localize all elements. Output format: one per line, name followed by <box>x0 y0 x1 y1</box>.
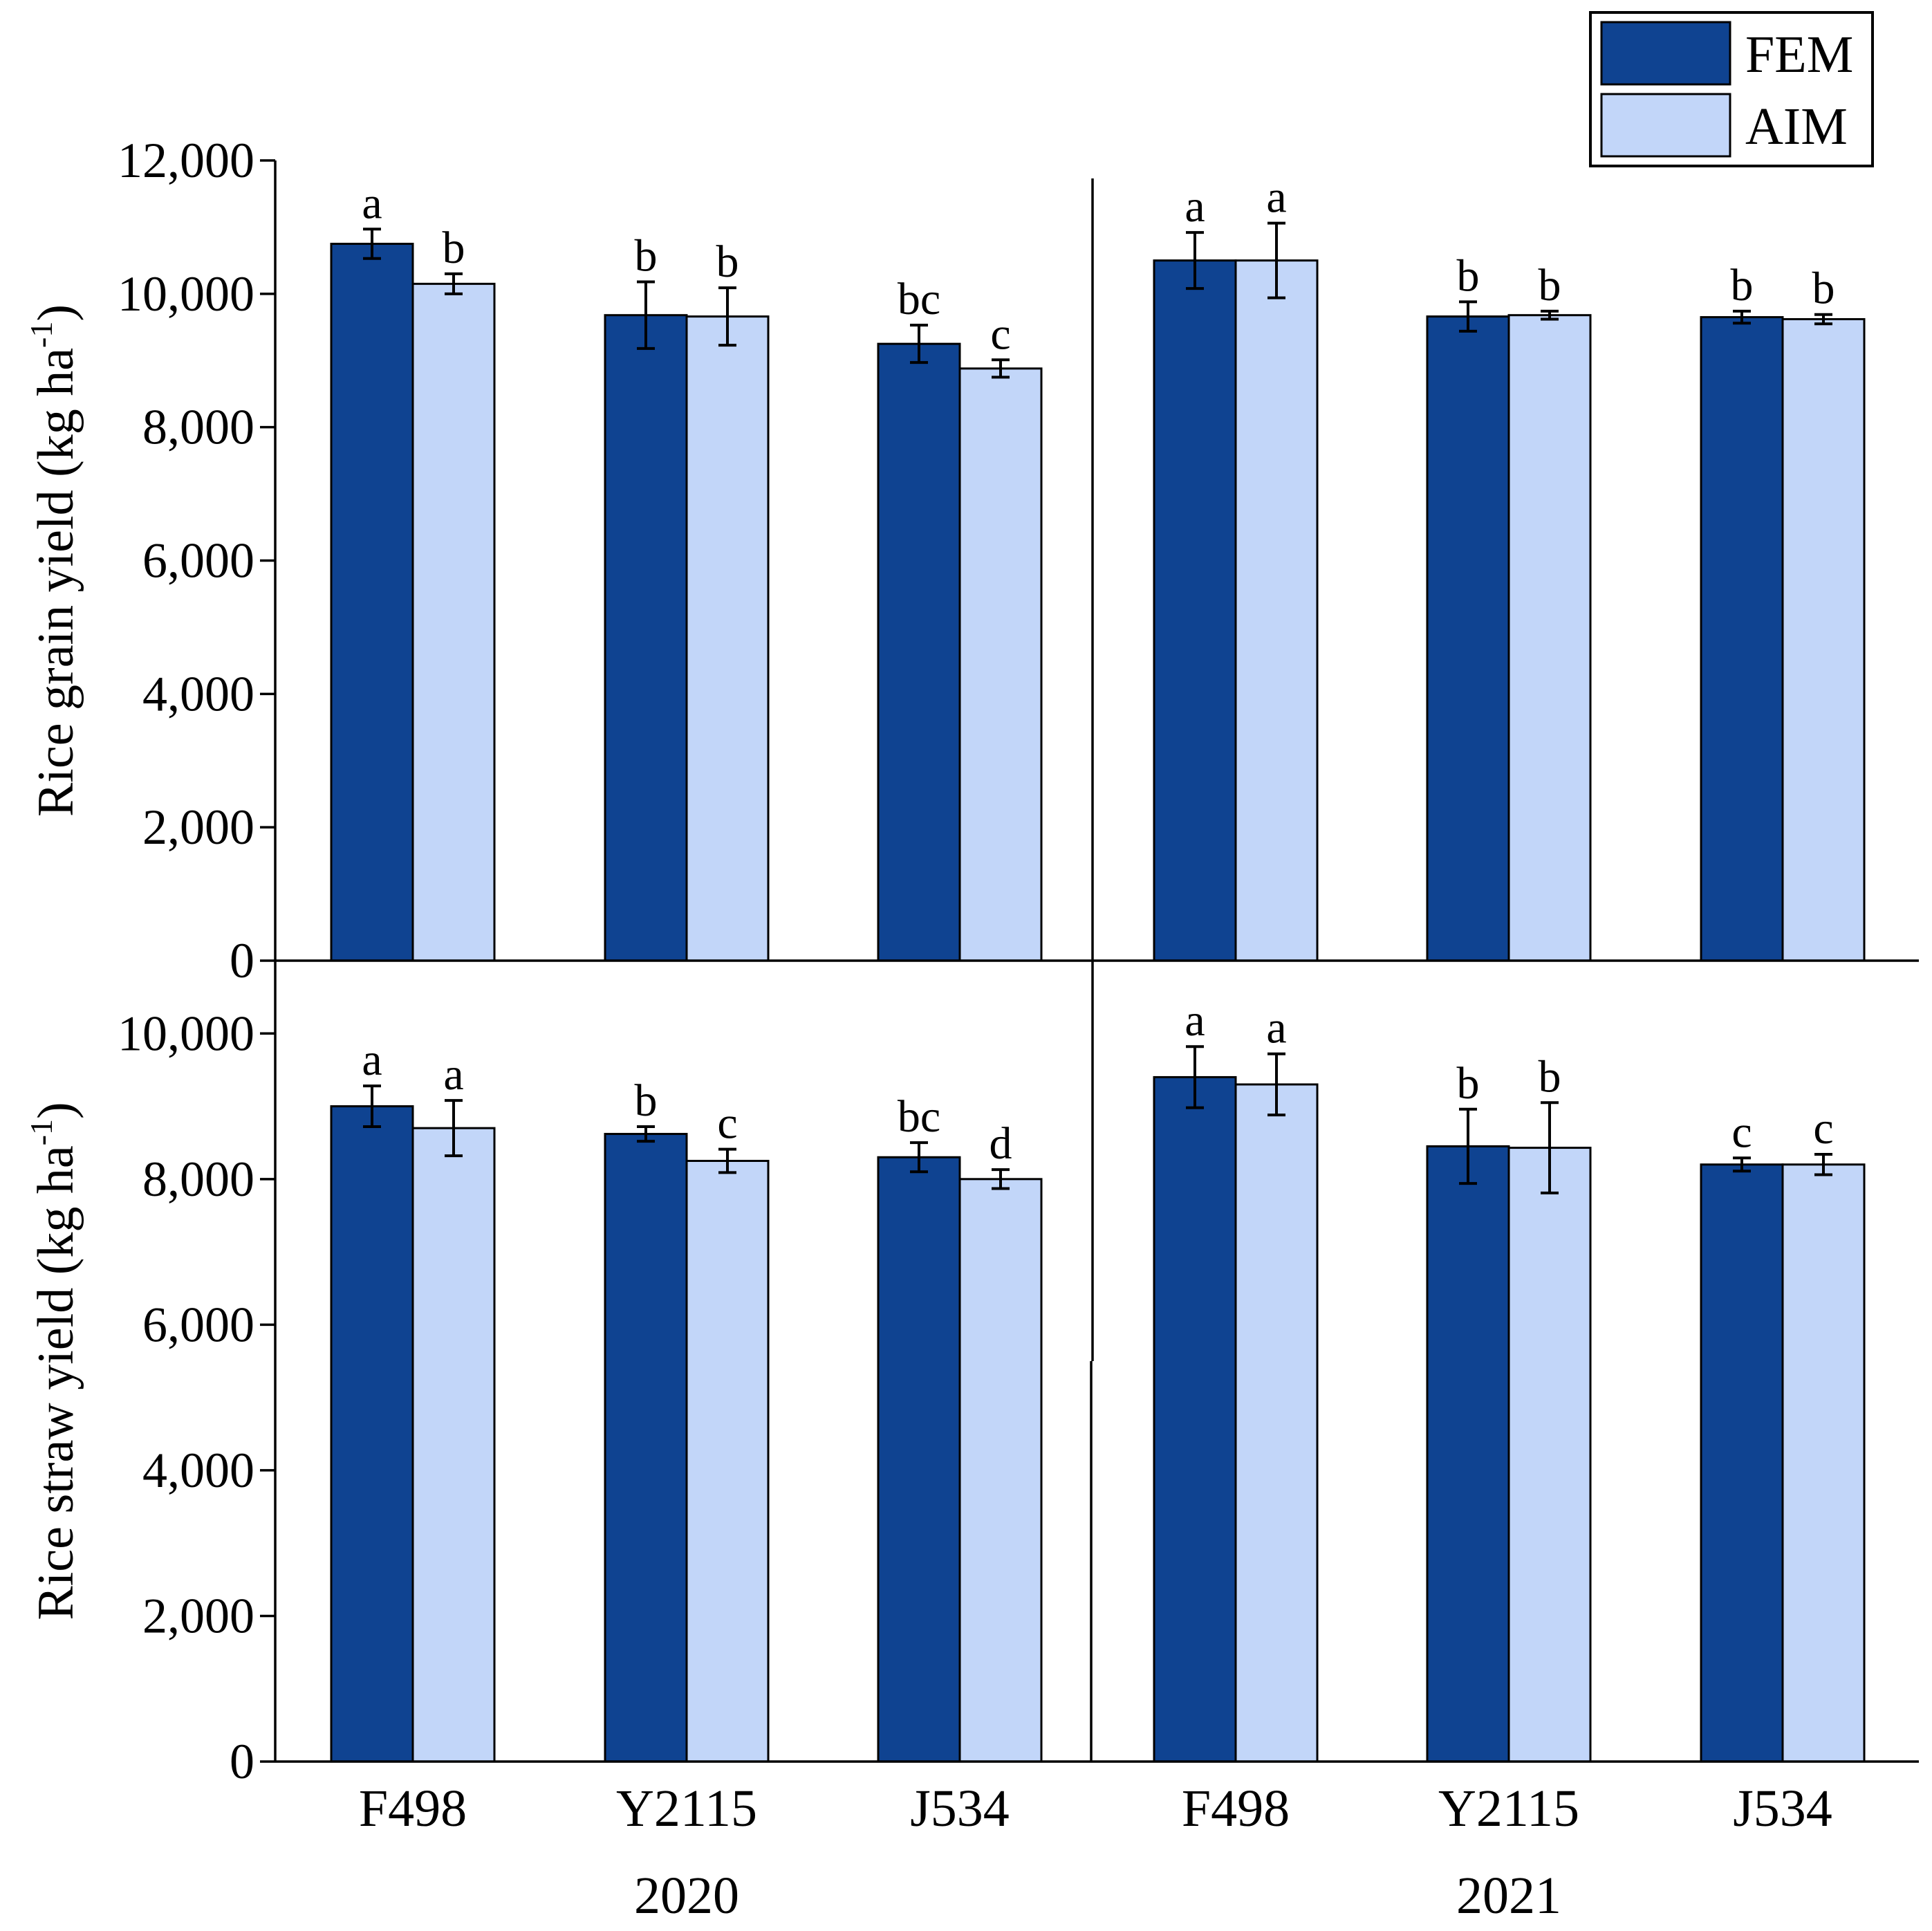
x-axis: F498 Y2115 J534 2020 F498 Y2115 J534 2021 <box>359 1780 1832 1925</box>
bar-straw-2021-F498-AIM <box>1234 1083 1319 1763</box>
significance-label: c <box>1731 1107 1752 1157</box>
significance-label: c <box>717 1098 737 1149</box>
x-category-label: Y2115 <box>1438 1780 1579 1838</box>
legend-label-aim: AIM <box>1745 98 1848 156</box>
y-axis-title-close: ) <box>28 1102 84 1119</box>
bar-straw-2021-Y2115-AIM <box>1507 1147 1592 1763</box>
y-tick-label: 8,000 <box>142 400 254 455</box>
significance-label: a <box>443 1049 463 1100</box>
x-category-label: F498 <box>359 1780 467 1838</box>
x-category-label: J534 <box>910 1780 1010 1838</box>
y-tick-label: 0 <box>230 933 254 988</box>
bar-grain-2020-J534-AIM <box>958 367 1043 962</box>
legend-swatch-fem <box>1600 21 1731 86</box>
bar-grain-2021-Y2115-FEM <box>1426 315 1510 962</box>
significance-label: b <box>1812 264 1835 314</box>
bar-grain-2021-J534-FEM <box>1700 316 1784 962</box>
y-axis-title-main: Rice grain yield (kg ha <box>28 348 84 817</box>
y-tick-label: 2,000 <box>142 800 254 855</box>
significance-label: c <box>1813 1103 1833 1154</box>
bar-straw-2020-Y2115-AIM <box>685 1160 770 1763</box>
year-label: 2021 <box>1456 1867 1561 1925</box>
significance-label: b <box>1457 1058 1480 1109</box>
significance-label: a <box>362 1035 382 1085</box>
y-tick-label: 6,000 <box>142 1297 254 1352</box>
legend: FEM AIM <box>1589 11 1874 167</box>
legend-label-fem: FEM <box>1745 26 1853 84</box>
x-category-label: J534 <box>1733 1780 1832 1838</box>
significance-label: b <box>1457 250 1480 301</box>
panel-grain: a b b b bcc a a b b b b 0 2,000 4,000 6,000 8,000 10,000… <box>24 133 1866 988</box>
significance-label: bc <box>898 274 940 324</box>
bar-straw-2020-J534-FEM <box>877 1156 961 1763</box>
bar-straw-2021-J534-AIM <box>1781 1163 1866 1763</box>
bar-straw-2020-J534-AIM <box>958 1178 1043 1763</box>
significance-label: a <box>362 178 382 228</box>
bar-straw-2021-Y2115-FEM <box>1426 1145 1510 1763</box>
significance-label: b <box>716 237 739 287</box>
legend-swatch-aim <box>1600 93 1731 158</box>
bar-grain-2020-J534-FEM <box>877 342 961 962</box>
significance-label: b <box>1731 260 1754 311</box>
y-tick-label: 4,000 <box>142 666 254 721</box>
significance-label: b <box>1539 260 1561 311</box>
y-axis-title-grain: Rice grain yield (kg ha-1) <box>24 304 84 817</box>
bar-grain-2020-F498-AIM <box>411 282 496 962</box>
bar-grain-2020-Y2115-AIM <box>685 315 770 962</box>
bar-straw-2020-Y2115-FEM <box>604 1133 688 1763</box>
y-axis-title-superscript: -1 <box>24 1119 59 1145</box>
significance-label: a <box>1266 172 1286 223</box>
y-tick-label: 10,000 <box>118 1006 254 1061</box>
y-tick-label: 10,000 <box>118 266 254 322</box>
bar-straw-2021-J534-FEM <box>1700 1163 1784 1763</box>
significance-label: c <box>990 308 1010 359</box>
y-axis-title-superscript: -1 <box>24 322 59 348</box>
bar-grain-2021-J534-AIM <box>1781 317 1866 962</box>
y-tick-label: 6,000 <box>142 533 254 589</box>
bar-grain-2021-F498-AIM <box>1234 259 1319 962</box>
significance-label: b <box>443 223 465 273</box>
y-tick-label: 0 <box>230 1734 254 1789</box>
significance-label: a <box>1185 181 1205 232</box>
significance-label: a <box>1266 1003 1286 1053</box>
y-tick-label: 4,000 <box>142 1443 254 1498</box>
y-axis-title-straw: Rice straw yield (kg ha-1) <box>24 1102 84 1620</box>
bar-straw-2021-F498-FEM <box>1153 1075 1237 1763</box>
bar-grain-2021-F498-FEM <box>1153 259 1237 962</box>
significance-label: b <box>635 230 658 281</box>
bar-grain-2021-Y2115-AIM <box>1507 314 1592 962</box>
x-category-label: Y2115 <box>616 1780 757 1838</box>
year-label: 2020 <box>634 1867 739 1925</box>
y-axis-title-main: Rice straw yield (kg ha <box>28 1145 84 1620</box>
y-tick-label: 12,000 <box>118 133 254 188</box>
y-tick-label: 8,000 <box>142 1152 254 1207</box>
bar-straw-2020-F498-AIM <box>411 1127 496 1763</box>
bar-grain-2020-F498-FEM <box>330 243 414 962</box>
y-tick-label: 2,000 <box>142 1588 254 1643</box>
significance-label: b <box>1539 1051 1561 1102</box>
bar-straw-2020-F498-FEM <box>330 1105 414 1763</box>
x-category-label: F498 <box>1182 1780 1290 1838</box>
significance-label: bc <box>898 1091 940 1142</box>
significance-label: b <box>635 1075 658 1126</box>
bar-grain-2020-Y2115-FEM <box>604 314 688 962</box>
y-axis-title-close: ) <box>28 304 84 322</box>
significance-label: a <box>1185 995 1205 1046</box>
significance-label: d <box>990 1118 1012 1169</box>
